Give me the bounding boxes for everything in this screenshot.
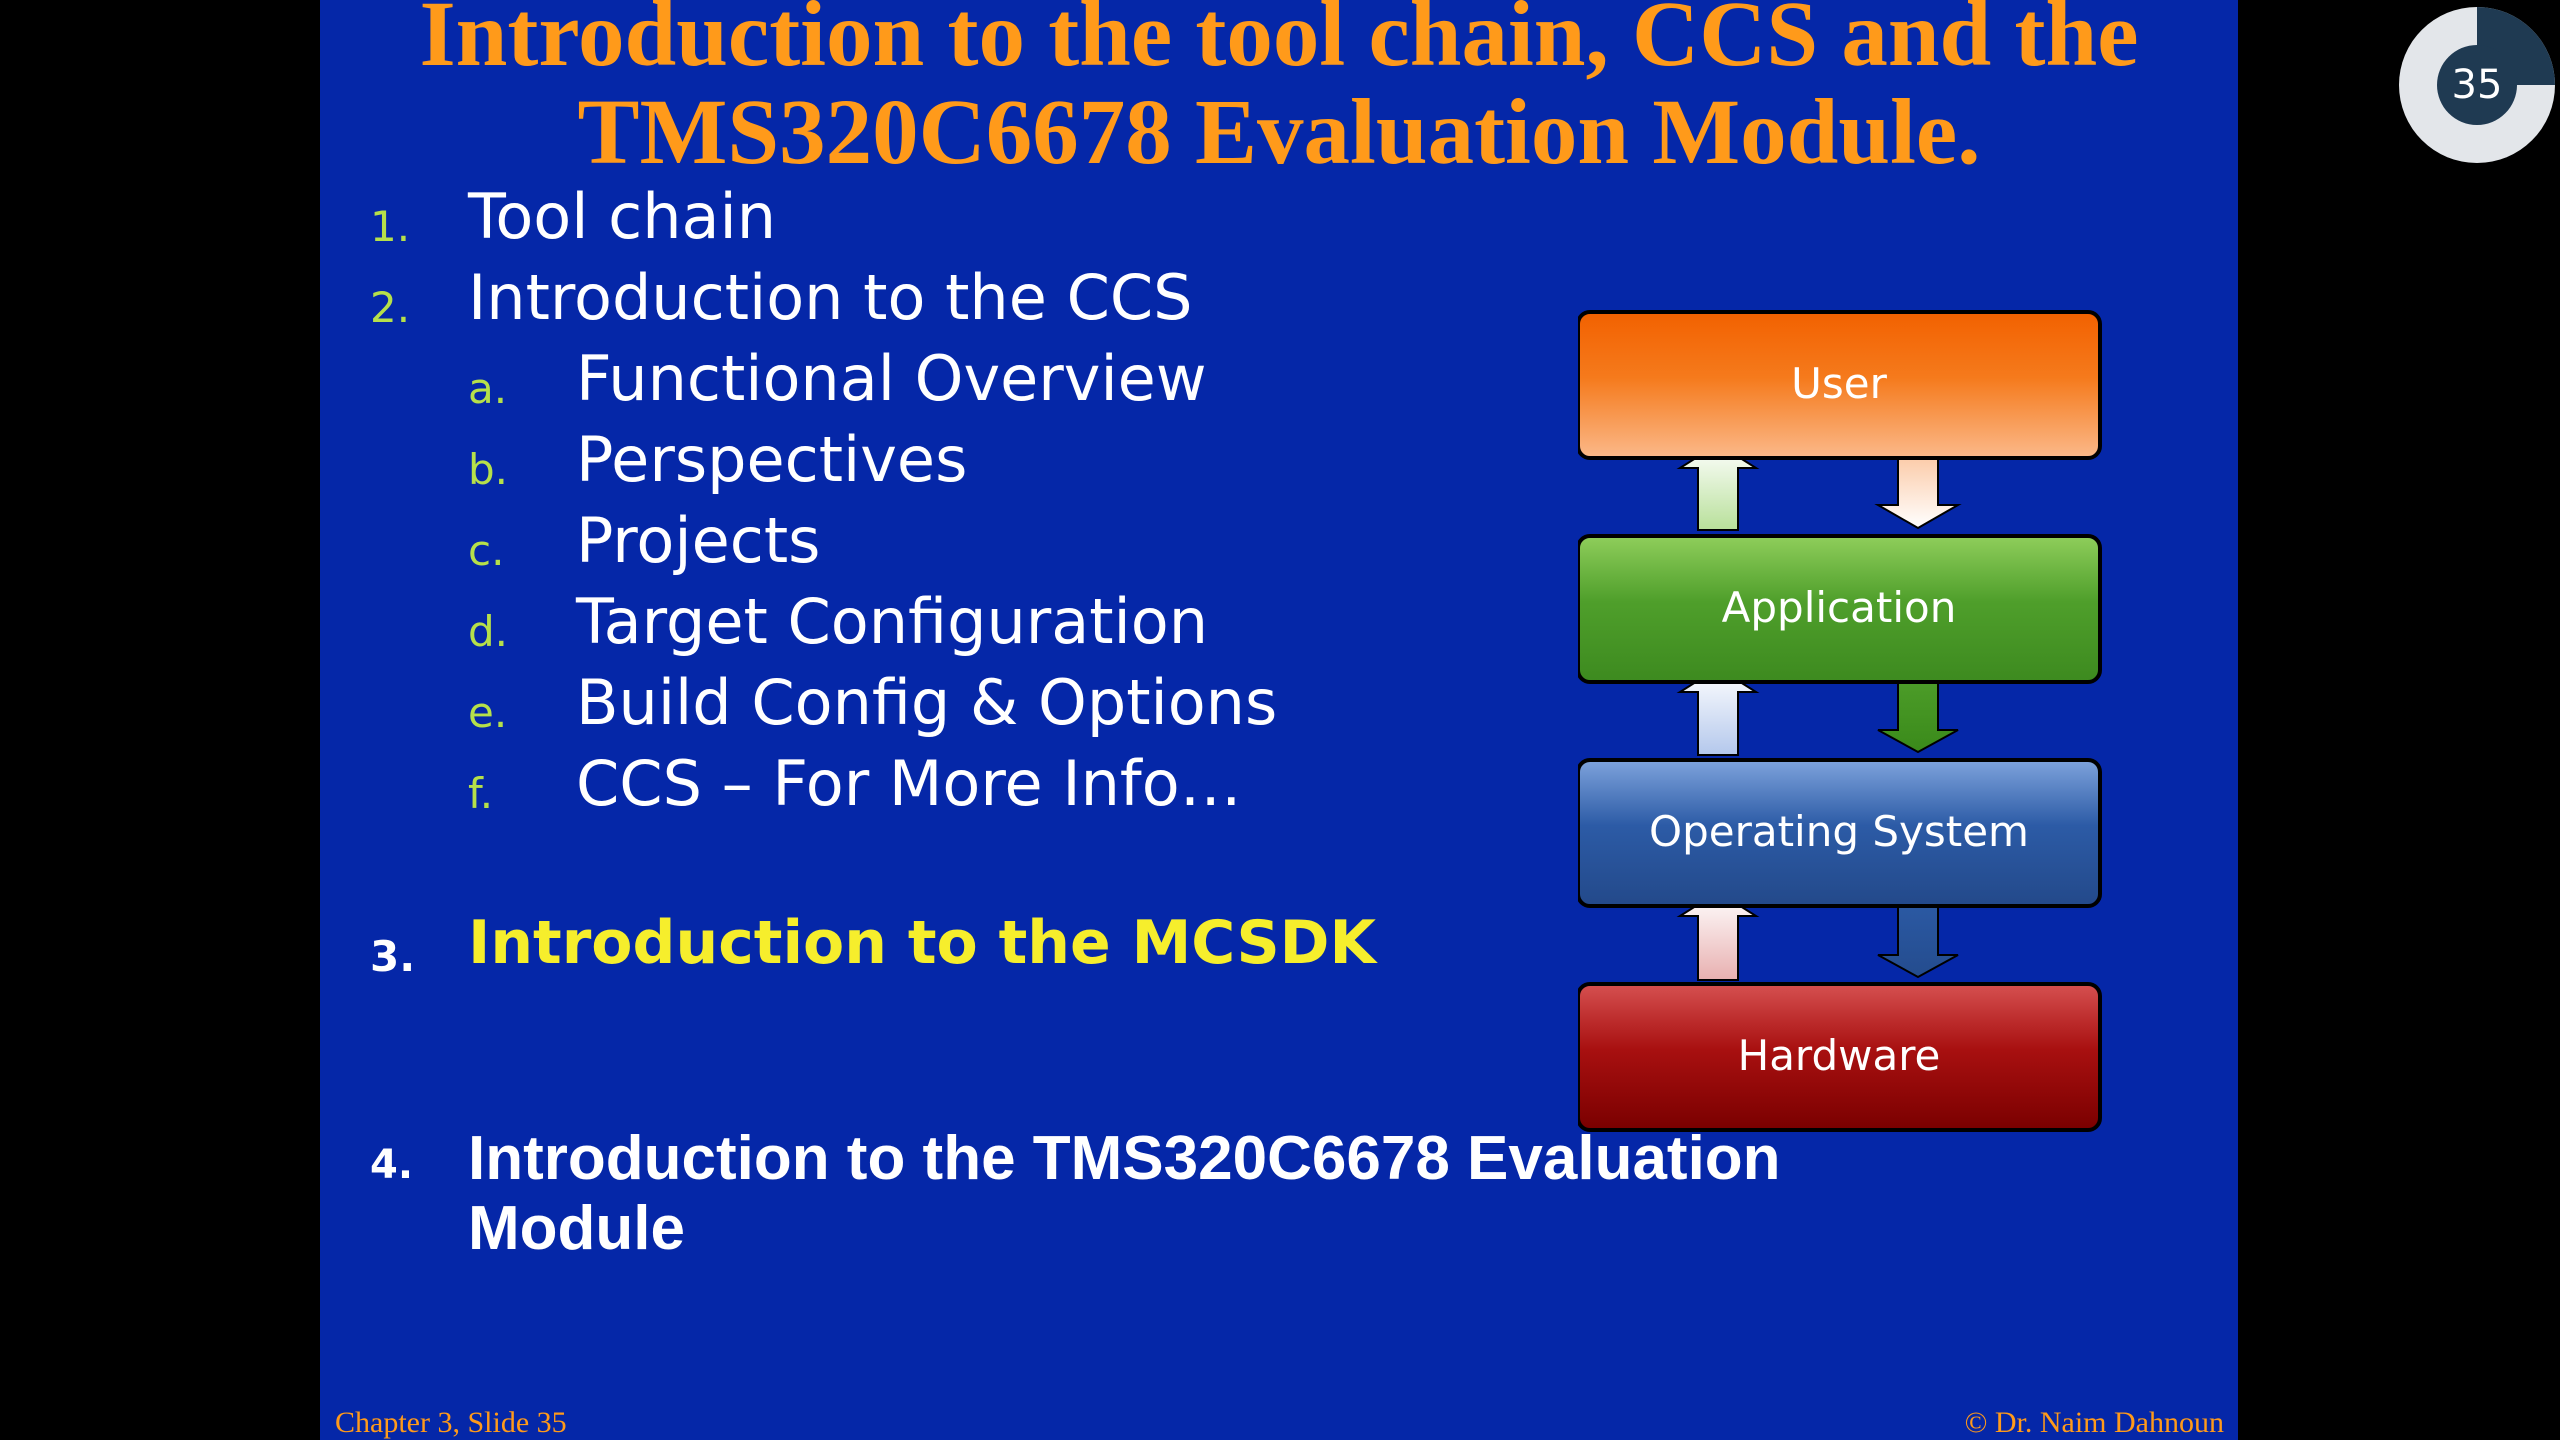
list-marker: f. bbox=[468, 769, 494, 818]
os-layer-box bbox=[1578, 758, 2102, 908]
hardware-layer-label: Hardware bbox=[1738, 1031, 1941, 1080]
slide-counter-badge[interactable] bbox=[2396, 4, 2558, 166]
list-item-text: Introduction to the MCSDK bbox=[468, 908, 1376, 978]
list-marker: e. bbox=[468, 688, 508, 737]
slide-title-line-2: TMS320C6678 Evaluation Module. bbox=[577, 81, 1981, 184]
slide: Introduction to the tool chain, CCS and … bbox=[320, 0, 2238, 1440]
list-marker: 3. bbox=[370, 932, 416, 981]
up-arrow-icon bbox=[1676, 666, 1760, 756]
up-arrow-icon bbox=[1676, 890, 1760, 981]
list-item-text: Introduction to the CCS bbox=[468, 261, 1193, 334]
slide-title: Introduction to the tool chain, CCS and … bbox=[320, 0, 2238, 182]
list-item-text: CCS – For More Info… bbox=[576, 747, 1242, 820]
list-item-text: Target Configuration bbox=[576, 585, 1208, 658]
list-marker: 4. bbox=[370, 1142, 414, 1188]
list-item-text: Introduction to the TMS320C6678 Evaluati… bbox=[468, 1124, 1781, 1263]
user-layer-box bbox=[1578, 310, 2102, 460]
list-marker: b. bbox=[468, 445, 509, 494]
application-layer-label: Application bbox=[1722, 583, 1957, 632]
up-arrow-icon bbox=[1676, 442, 1760, 531]
slide-counter-number: 35 bbox=[2451, 62, 2503, 108]
list-item-text: Functional Overview bbox=[576, 342, 1207, 415]
hardware-layer-box bbox=[1578, 982, 2102, 1132]
os-layer-diagram: User Application Operating System Hardwa… bbox=[1578, 310, 2102, 1132]
user-layer-label: User bbox=[1791, 359, 1887, 408]
down-arrow-icon bbox=[1874, 449, 1962, 530]
list-marker: c. bbox=[468, 526, 505, 575]
footer-slide-number: Chapter 3, Slide 35 bbox=[335, 1406, 567, 1439]
os-layer-label: Operating System bbox=[1649, 807, 2029, 856]
list-item-text: Perspectives bbox=[576, 423, 968, 496]
application-layer-box bbox=[1578, 534, 2102, 684]
list-marker: d. bbox=[468, 607, 509, 656]
slide-title-line-1: Introduction to the tool chain, CCS and … bbox=[419, 0, 2139, 86]
list-item-text: Tool chain bbox=[468, 180, 777, 253]
list-marker: 1. bbox=[370, 202, 411, 251]
list-item-text: Build Config & Options bbox=[576, 666, 1278, 739]
footer-copyright: © Dr. Naim Dahnoun bbox=[1964, 1406, 2224, 1439]
list-marker: 2. bbox=[370, 283, 411, 332]
list-marker: a. bbox=[468, 364, 508, 413]
list-item-text: Projects bbox=[576, 504, 821, 577]
